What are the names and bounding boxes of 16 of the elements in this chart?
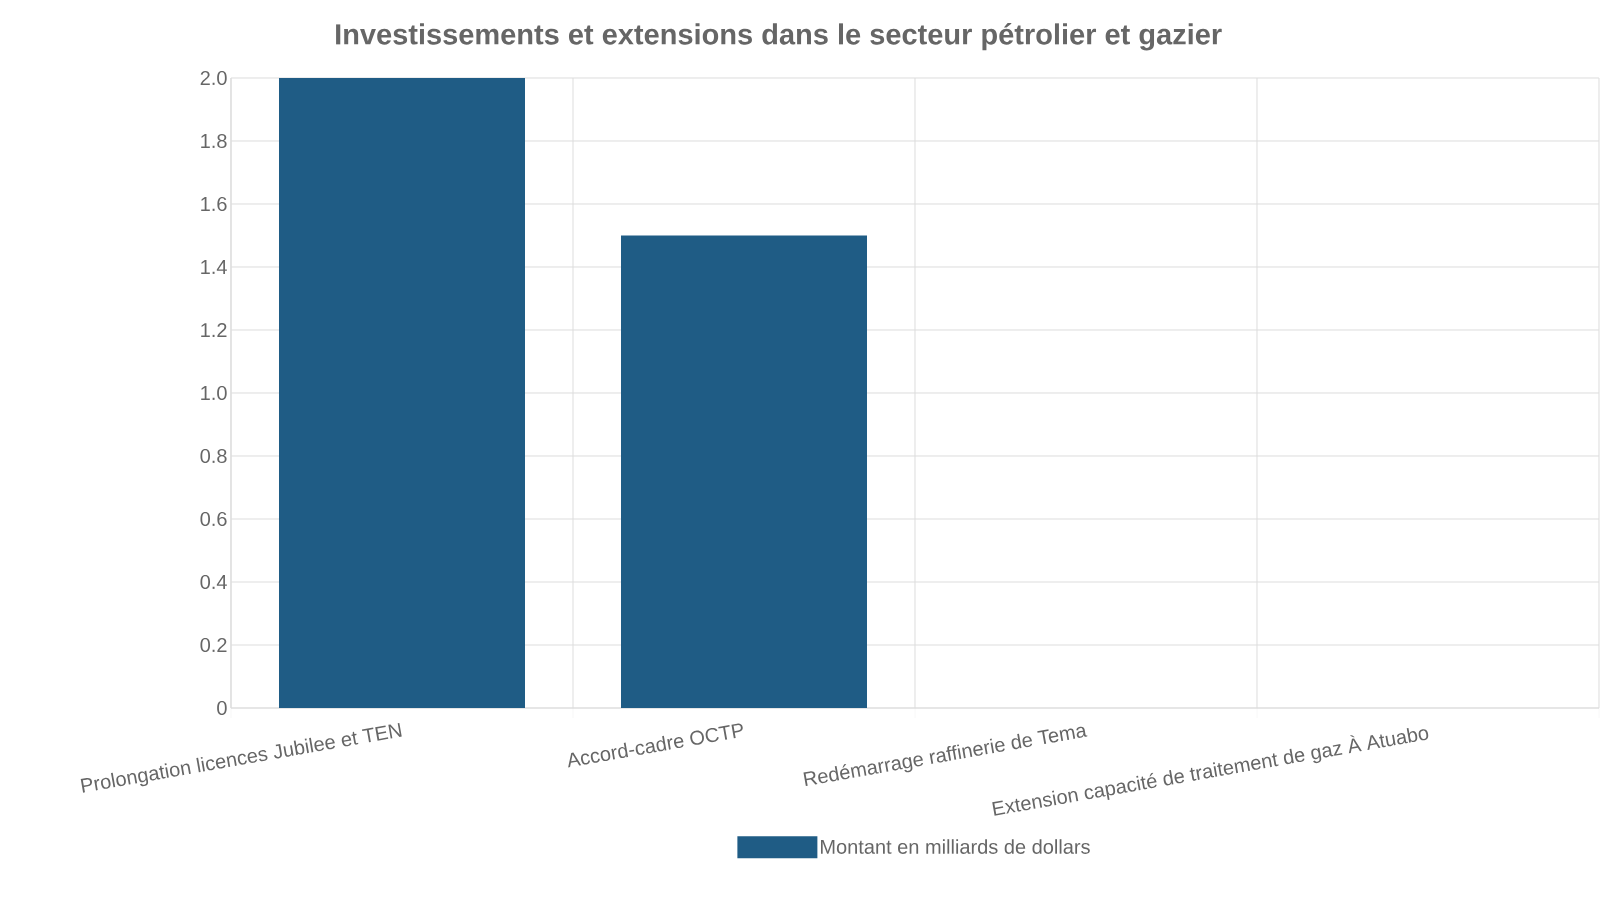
y-tick-label: 1.8	[201, 133, 227, 149]
y-tick-label: 0.4	[200, 574, 227, 590]
x-tick-label: Accord-cadre OCTP	[568, 723, 743, 768]
y-tick-label: 0.6	[200, 511, 227, 527]
y-tick-label: 1.4	[201, 260, 227, 274]
y-tick-label: 1.6	[201, 196, 227, 212]
y-tick-label: 0.2	[200, 637, 227, 653]
y-tick-label: 0	[217, 700, 227, 716]
y-tick-label: 0.8	[200, 448, 227, 464]
y-tick-label: 1.0	[201, 385, 227, 401]
y-tick-label: 2.0	[200, 70, 227, 86]
legend-label: Montant en milliards de dollars	[821, 839, 1090, 854]
x-tick-label: Prolongation licences Jubilee et TEN	[80, 722, 402, 793]
y-tick-label: 1.2	[201, 323, 227, 337]
x-tick-label: Redémarrage raffinerie de Tema	[803, 726, 1088, 787]
chart-title: Investissements et extensions dans le secteur pétrolier et gazier	[336, 23, 1222, 51]
